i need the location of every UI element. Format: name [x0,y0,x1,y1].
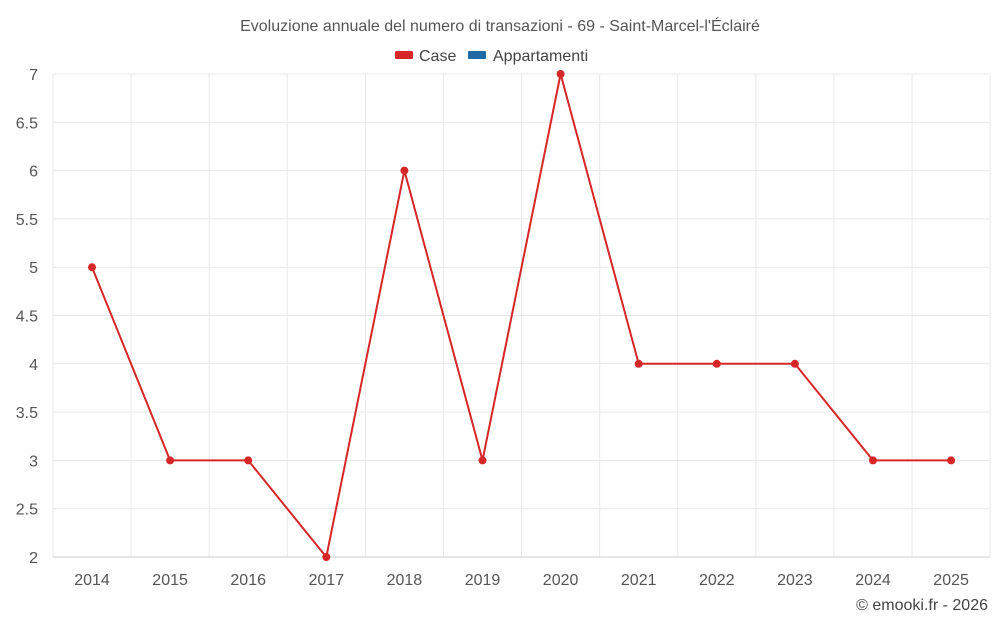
y-tick-label: 6 [29,164,38,181]
data-point-case-2020[interactable] [556,70,565,78]
data-point-case-2021[interactable] [634,359,643,368]
y-tick-label: 3.5 [16,405,38,422]
y-tick-label: 5 [29,260,38,277]
y-tick-label: 2.5 [16,502,38,519]
series-case [88,70,956,561]
y-axis-ticks: 2 2.5 3 3.5 4 4.5 5 5.5 6 6.5 7 [16,67,38,567]
data-point-case-2016[interactable] [244,456,253,465]
x-tick-label: 2018 [387,572,423,589]
x-tick-label: 2016 [230,572,266,589]
series-line-case [91,73,952,558]
data-point-case-2019[interactable] [478,456,487,465]
y-tick-label: 3 [29,453,38,470]
y-tick-label: 5.5 [16,212,38,229]
data-point-case-2023[interactable] [790,359,799,368]
data-point-case-2022[interactable] [712,359,721,368]
y-tick-label: 2 [29,550,38,567]
legend-item-case[interactable]: Case [395,48,456,65]
data-point-case-2024[interactable] [869,456,877,465]
x-tick-label: 2025 [933,572,969,589]
legend-item-appartamenti[interactable]: Appartamenti [468,48,588,65]
legend-label-appartamenti: Appartamenti [493,48,588,65]
x-tick-label: 2017 [309,572,345,589]
legend-label-case: Case [419,48,456,65]
y-tick-label: 4.5 [16,309,38,326]
chart-title: Evoluzione annuale del numero di transaz… [240,16,760,35]
data-point-case-2018[interactable] [400,166,409,175]
x-axis-ticks: 2014 2015 2016 2017 2018 2019 2020 2021 2022 2023… [74,572,969,589]
data-point-case-2015[interactable] [166,456,175,465]
data-point-case-2025[interactable] [947,456,956,465]
credit-text: © emooki.fr - 2026 [856,597,988,614]
legend-swatch-case [395,51,413,59]
data-point-case-2014[interactable] [88,263,96,272]
legend-swatch-appartamenti [468,51,486,59]
y-tick-label: 4 [29,357,38,374]
x-tick-label: 2023 [777,572,813,589]
x-tick-label: 2020 [543,572,579,589]
x-tick-label: 2022 [699,572,735,589]
data-point-case-2017[interactable] [322,553,331,561]
x-tick-label: 2014 [74,572,110,589]
x-tick-label: 2019 [465,572,501,589]
legend: Case Appartamenti [395,48,588,65]
grid [52,73,991,558]
x-tick-label: 2021 [621,572,657,589]
x-tick-label: 2024 [855,572,891,589]
y-tick-label: 7 [29,67,38,84]
x-tick-label: 2015 [152,572,188,589]
y-tick-label: 6.5 [16,115,38,132]
